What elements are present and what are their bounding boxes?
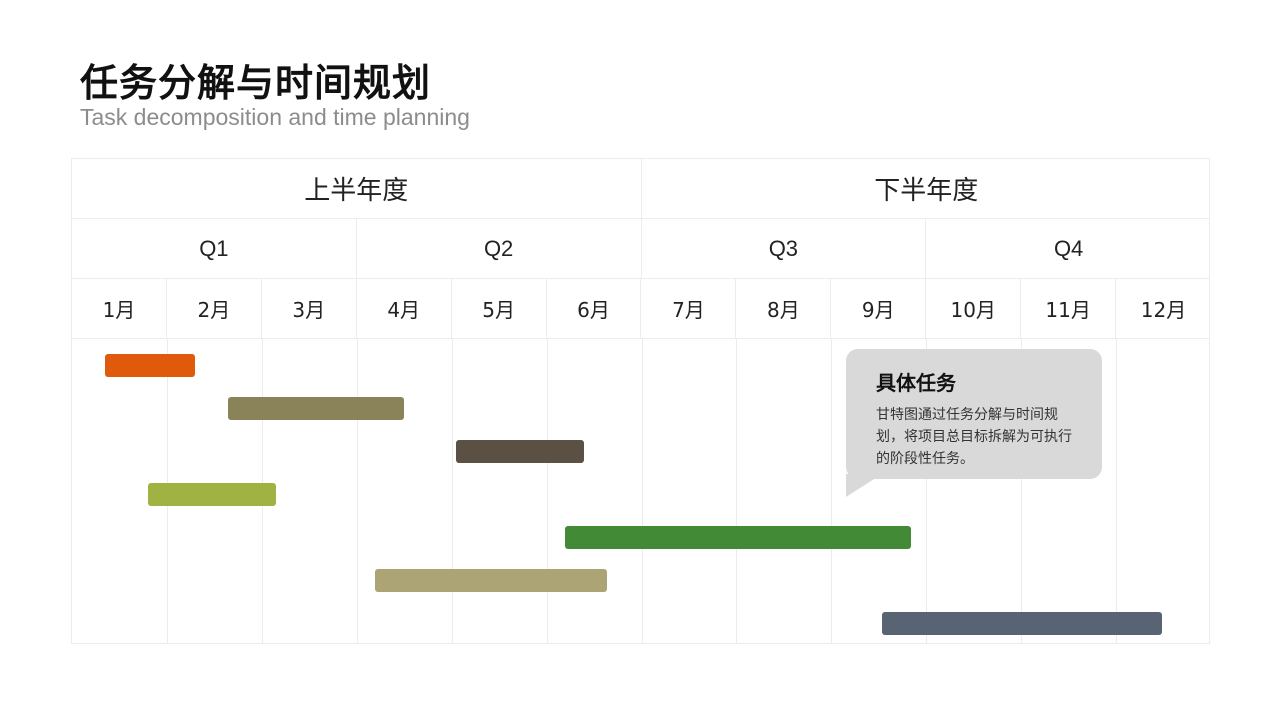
task-bar-1 xyxy=(105,354,196,377)
quarter-q2-header: Q2 xyxy=(357,219,642,278)
task-bar-2 xyxy=(228,397,404,420)
month-gridline xyxy=(736,339,738,644)
month-10-header: 10月 xyxy=(926,279,1022,338)
month-3-header: 3月 xyxy=(262,279,357,338)
quarter-q1-header: Q1 xyxy=(72,219,357,278)
month-gridline xyxy=(1116,339,1118,644)
month-gridline xyxy=(451,339,453,644)
half-year-2-header: 下半年度 xyxy=(874,176,979,206)
month-6-header: 6月 xyxy=(547,279,642,338)
callout-tail xyxy=(846,474,882,497)
month-7-header: 7月 xyxy=(642,279,737,338)
month-gridline xyxy=(831,339,833,644)
callout-box: 具体任务 甘特图通过任务分解与时间规划，将项目总目标拆解为可执行的阶段性任务。 xyxy=(846,349,1102,479)
page-title: 任务分解与时间规划 xyxy=(80,61,432,105)
task-bar-5 xyxy=(564,526,911,549)
month-header-row: 1月 2月 3月 4月 5月 6月 7月 8月 9月 10月 11月 12月 xyxy=(72,279,1209,339)
month-11-header: 11月 xyxy=(1021,279,1117,338)
page-subtitle: Task decomposition and time planning xyxy=(80,104,470,130)
month-gridline xyxy=(926,339,928,644)
quarter-q4-header: Q4 xyxy=(1053,235,1084,261)
quarter-q3-header: Q3 xyxy=(642,219,927,278)
month-12-header: 12月 xyxy=(1140,298,1187,322)
half-year-1-header: 上半年度 xyxy=(72,159,642,218)
gantt-body xyxy=(72,339,1209,644)
month-gridline xyxy=(641,339,643,644)
month-gridline xyxy=(356,339,358,644)
month-4-header: 4月 xyxy=(357,279,452,338)
task-bar-3 xyxy=(455,440,584,463)
month-5-header: 5月 xyxy=(452,279,547,338)
month-gridline xyxy=(546,339,548,644)
task-bar-6 xyxy=(375,569,608,592)
task-bar-4 xyxy=(147,483,276,506)
gantt-chart: 上半年度 下半年度 Q1 Q2 Q3 Q4 1月 2月 3月 4月 5月 6月 … xyxy=(71,158,1210,644)
month-1-header: 1月 xyxy=(72,279,167,338)
task-bar-7 xyxy=(882,612,1162,635)
month-gridline xyxy=(1021,339,1023,644)
month-8-header: 8月 xyxy=(736,279,832,338)
quarter-header-row: Q1 Q2 Q3 Q4 xyxy=(72,219,1209,279)
half-year-header-row: 上半年度 下半年度 xyxy=(72,159,1209,219)
callout-title: 具体任务 xyxy=(876,371,956,395)
callout-text: 甘特图通过任务分解与时间规划，将项目总目标拆解为可执行的阶段性任务。 xyxy=(876,407,1072,467)
month-2-header: 2月 xyxy=(167,279,262,338)
month-9-header: 9月 xyxy=(831,279,927,338)
